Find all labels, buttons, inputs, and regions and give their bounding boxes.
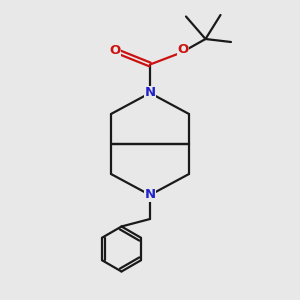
Text: N: N: [144, 188, 156, 202]
Text: O: O: [109, 44, 120, 58]
Text: N: N: [144, 86, 156, 100]
Text: O: O: [177, 43, 189, 56]
